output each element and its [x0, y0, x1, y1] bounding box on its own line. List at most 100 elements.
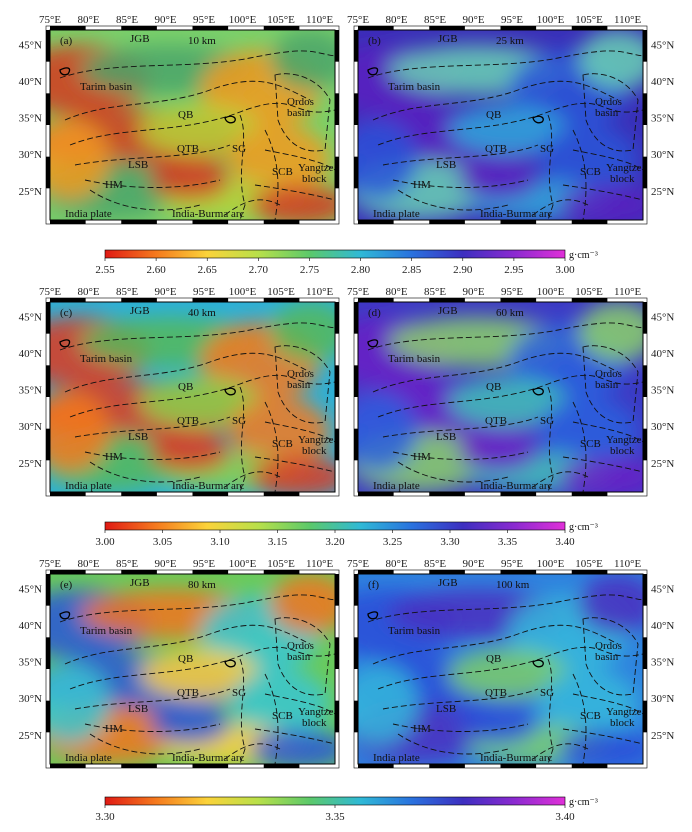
density-anomaly — [150, 704, 230, 744]
colorbar-tick-label: 3.25 — [383, 536, 403, 548]
tectonic-boundary — [64, 624, 311, 665]
tectonic-boundary — [372, 352, 619, 393]
label-tarim: Tarim basin — [80, 81, 133, 93]
label-qb: QB — [178, 381, 193, 393]
label-basin: basin — [595, 379, 619, 391]
lon-tick-label: 100°E — [229, 286, 257, 298]
colorbar-gradient — [104, 796, 566, 806]
lon-tick-label: 110°E — [614, 558, 641, 570]
tectonic-boundary — [224, 471, 281, 488]
lon-tick-label: 100°E — [229, 558, 257, 570]
lon-tick-label: 110°E — [614, 14, 641, 26]
lon-tick-label: 100°E — [537, 14, 565, 26]
tectonic-boundary — [239, 386, 246, 492]
label-sg: SG — [540, 687, 554, 699]
lon-tick-label: 80°E — [77, 14, 99, 26]
label-qb: QB — [178, 653, 193, 665]
frame-segment — [192, 220, 229, 224]
frame-segment — [500, 298, 537, 302]
label-qtb: QTB — [485, 415, 507, 427]
colorbar-unit: g·cm⁻³ — [569, 797, 598, 808]
tectonic-boundary — [382, 144, 539, 166]
density-anomaly — [230, 669, 330, 739]
lon-tick-label: 105°E — [267, 558, 295, 570]
tectonic-boundary — [572, 129, 587, 220]
tectonic-boundary — [532, 471, 589, 488]
colorbar-gradient — [104, 249, 566, 259]
tectonic-boundary — [382, 688, 539, 710]
lon-tick-label: 75°E — [39, 558, 61, 570]
colorbar-tick-label: 3.30 — [95, 811, 115, 823]
tectonic-boundary — [84, 451, 221, 460]
frame-segment — [643, 428, 647, 461]
depth-label: 40 km — [188, 307, 216, 319]
label-tarim: Tarim basin — [80, 625, 133, 637]
tectonic-boundary — [224, 743, 281, 760]
density-anomaly — [458, 432, 538, 472]
frame-segment — [429, 492, 465, 496]
depth-label: 60 km — [496, 307, 524, 319]
panel-letter: (b) — [368, 35, 381, 47]
density-anomaly — [448, 649, 568, 699]
density-anomaly — [558, 185, 643, 220]
colorbar-gradient — [104, 521, 566, 531]
lon-tick-label: 90°E — [462, 286, 484, 298]
lake-outline — [224, 659, 236, 668]
tectonic-boundary — [264, 149, 335, 171]
frame-segment — [192, 570, 229, 574]
lon-tick-label: 105°E — [267, 286, 295, 298]
density-anomaly — [458, 704, 538, 744]
frame-segment — [643, 365, 647, 397]
frame-segment — [121, 220, 157, 224]
label-hm: HM — [413, 179, 431, 191]
depth-label: 80 km — [188, 579, 216, 591]
frame-segment — [46, 428, 50, 461]
frame-segment — [121, 570, 157, 574]
tectonic-boundary — [89, 461, 201, 483]
tectonic-boundary — [372, 80, 619, 121]
lon-tick-label: 85°E — [116, 14, 138, 26]
lon-tick-label: 75°E — [39, 14, 61, 26]
label-india: India plate — [373, 480, 420, 492]
lat-tick-label: 35°N — [651, 385, 674, 397]
label-qb: QB — [486, 109, 501, 121]
label-lsb: LSB — [436, 159, 456, 171]
tectonic-boundary — [547, 386, 554, 492]
frame-segment — [335, 156, 339, 189]
frame-segment — [354, 637, 358, 669]
frame-segment — [429, 570, 465, 574]
density-anomaly — [358, 664, 418, 744]
colorbar-tick-label: 2.80 — [351, 264, 371, 276]
frame-outline — [353, 25, 648, 225]
lon-tick-label: 80°E — [385, 286, 407, 298]
lon-tick-label: 105°E — [575, 14, 603, 26]
tectonic-boundary — [367, 50, 643, 79]
frame-segment — [335, 637, 339, 669]
lat-tick-label: 40°N — [651, 620, 674, 632]
label-ordos: Ordos — [595, 368, 622, 380]
lon-tick-label: 110°E — [614, 286, 641, 298]
lat-tick-label: 25°N — [651, 458, 674, 470]
label-qtb: QTB — [485, 687, 507, 699]
lon-tick-label: 90°E — [154, 558, 176, 570]
frame-segment — [354, 93, 358, 125]
label-yangtze: Yangtze — [298, 434, 334, 446]
label-scb: SCB — [272, 710, 293, 722]
map-panel-c: 75°E 80°E 85°E 90°E 95°E 100°E 105°E 110°E 45°N 4… — [19, 286, 340, 497]
frame-segment — [643, 574, 647, 606]
label-hm: HM — [105, 723, 123, 735]
lat-tick-label: 40°N — [651, 76, 674, 88]
frame-segment — [50, 26, 86, 30]
label-jgb: JGB — [438, 305, 458, 317]
lon-tick-label: 90°E — [154, 14, 176, 26]
frame-segment — [121, 492, 157, 496]
tectonic-boundary — [392, 179, 529, 188]
lat-tick-label: 30°N — [19, 421, 42, 433]
frame-segment — [192, 492, 229, 496]
frame-segment — [46, 156, 50, 189]
frame-segment — [50, 570, 86, 574]
density-anomaly — [140, 377, 260, 427]
panel-letter: (f) — [368, 579, 379, 591]
tectonic-boundary — [59, 594, 335, 623]
frame-segment — [429, 764, 465, 768]
